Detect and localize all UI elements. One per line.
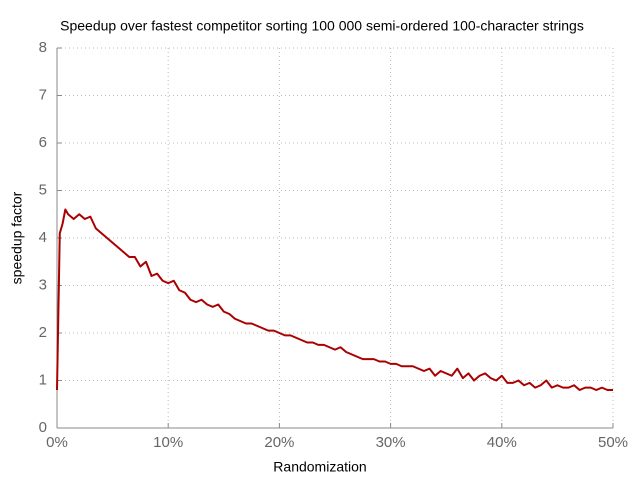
y-tick-label: 7: [39, 86, 47, 103]
y-tick-label: 2: [39, 324, 47, 341]
x-tick-label: 20%: [264, 434, 294, 451]
data-line: [56, 208, 613, 391]
x-tick-label: 40%: [487, 434, 517, 451]
y-tick-label: 3: [39, 276, 47, 293]
y-tick-label: 6: [39, 134, 47, 151]
x-tick-label: 30%: [376, 434, 406, 451]
x-axis-label: Randomization: [273, 459, 366, 475]
x-tick-label: 10%: [153, 434, 183, 451]
x-tick-label: 0%: [46, 434, 68, 451]
y-axis-label: speedup factor: [9, 191, 25, 284]
y-tick-label: 8: [39, 39, 47, 56]
y-tick-label: 1: [39, 371, 47, 388]
y-tick-label: 0: [39, 419, 47, 436]
x-tick-label: 50%: [598, 434, 628, 451]
chart-title: Speedup over fastest competitor sorting …: [60, 18, 584, 34]
y-tick-label: 4: [39, 229, 47, 246]
y-tick-label: 5: [39, 181, 47, 198]
